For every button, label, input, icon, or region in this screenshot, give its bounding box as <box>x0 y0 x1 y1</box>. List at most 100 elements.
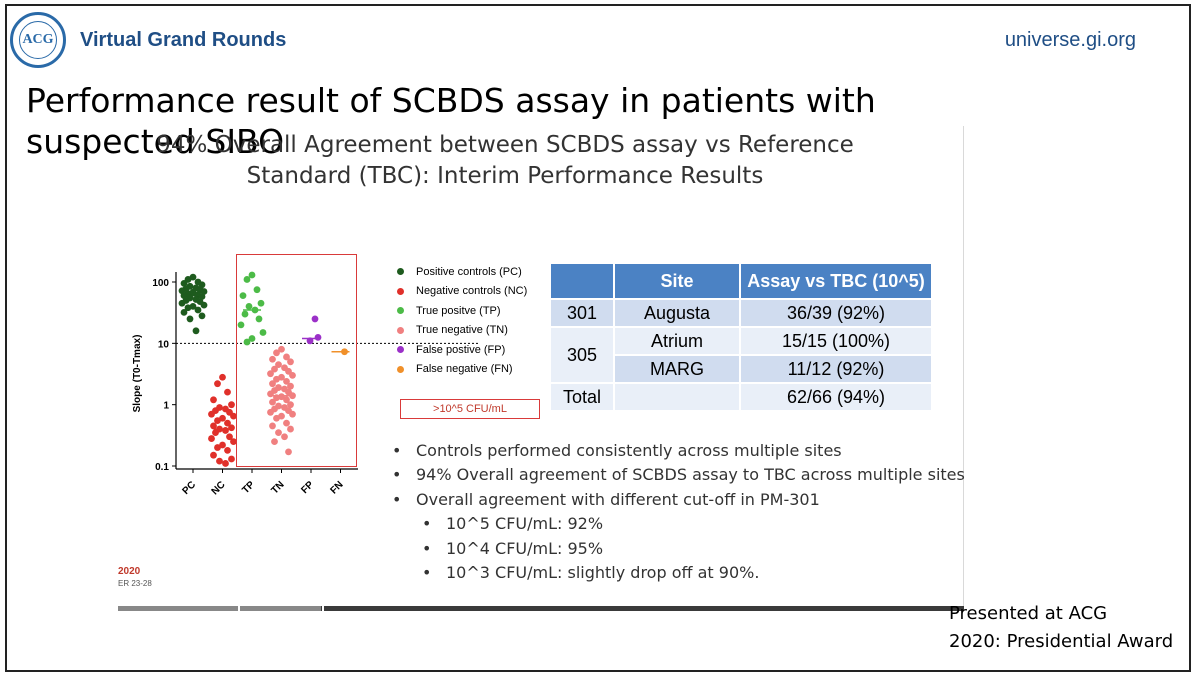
data-point <box>186 315 194 323</box>
table-header-cell: Assay vs TBC (10^5) <box>739 262 933 300</box>
data-point <box>248 335 256 342</box>
legend-label: True negative (TN) <box>416 324 508 337</box>
legend-item: True negative (TN) <box>397 321 527 341</box>
scatter-chart: 100 10 1 0.1 Slope (T0-Tmax) PC NC TP TN FP FN <box>132 271 478 497</box>
data-point <box>237 321 245 329</box>
list-item: • 10^4 CFU/mL: 95% <box>422 538 604 558</box>
data-point <box>273 375 280 383</box>
bullet-text: Controls performed consistently across m… <box>416 440 842 460</box>
legend-label: True positve (TP) <box>416 304 501 317</box>
table-header-cell: Site <box>613 262 741 300</box>
legend-swatch <box>397 268 404 276</box>
data-point <box>269 380 276 388</box>
legend-label: False negative (FN) <box>416 363 513 376</box>
table-cell: 305 <box>549 326 615 384</box>
progress-chapter-marker <box>238 605 240 612</box>
data-point <box>214 380 221 388</box>
legend-item: Negative controls (NC) <box>397 282 527 302</box>
video-progress-played <box>118 606 322 611</box>
threshold-box <box>236 254 357 467</box>
data-point <box>271 438 278 445</box>
data-point <box>281 433 288 441</box>
table-cell: Total <box>549 382 615 412</box>
table-cell: 11/12 (92%) <box>739 354 933 384</box>
bullet-list: • Controls performed consistently across … <box>392 438 965 585</box>
data-point <box>311 315 319 323</box>
data-point <box>255 315 263 323</box>
legend-item: False postive (FP) <box>397 340 527 360</box>
y-axis-label: Slope (T0-Tmax) <box>132 335 143 413</box>
data-point <box>267 370 274 378</box>
data-point <box>289 392 296 400</box>
data-point <box>180 308 188 316</box>
data-point <box>228 424 235 432</box>
bullet-text: 10^5 CFU/mL: 92% <box>446 514 604 534</box>
list-item: • 10^3 CFU/mL: slightly drop off at 90%. <box>422 563 760 583</box>
x-tick-label: PC <box>181 479 199 497</box>
data-point <box>283 419 290 427</box>
y-tick-label: 100 <box>152 278 169 289</box>
data-point <box>226 433 233 441</box>
conference-badge: 2020 ER 23-28 <box>118 566 152 590</box>
data-point <box>283 377 290 385</box>
data-point <box>259 329 267 336</box>
data-point <box>212 429 219 437</box>
data-point <box>257 299 265 307</box>
data-point <box>192 327 200 335</box>
data-point <box>219 441 226 449</box>
data-point <box>210 422 217 430</box>
list-item: • 94% Overall agreement of SCBDS assay to… <box>392 465 965 485</box>
data-point <box>245 303 253 310</box>
legend-swatch <box>397 365 404 373</box>
legend-swatch <box>397 287 404 295</box>
data-point <box>216 457 223 465</box>
x-tick-label: FP <box>299 479 316 496</box>
data-point <box>287 358 294 366</box>
table-cell <box>613 382 741 412</box>
data-point <box>210 396 217 404</box>
legend-item: False negative (FN) <box>397 360 527 380</box>
table-cell: MARG <box>613 354 741 384</box>
data-point <box>178 299 186 307</box>
legend-swatch <box>397 346 404 354</box>
slide-title: Performance result of SCBDS assay in pat… <box>26 81 876 161</box>
data-point <box>230 438 237 445</box>
data-point <box>222 460 229 467</box>
data-point <box>273 414 280 422</box>
data-point <box>208 435 215 442</box>
data-point <box>241 310 249 318</box>
data-point <box>210 451 217 459</box>
bullet-text: 10^3 CFU/mL: slightly drop off at 90%. <box>446 563 760 583</box>
data-point <box>287 401 294 409</box>
list-item: • 10^5 CFU/mL: 92% <box>422 514 604 534</box>
y-tick-label: 0.1 <box>155 462 169 473</box>
data-point <box>267 390 274 398</box>
data-point <box>180 279 188 287</box>
data-point <box>224 388 231 396</box>
data-point <box>289 410 296 418</box>
data-point <box>200 301 208 309</box>
table-header-row: Site Assay vs TBC (10^5) <box>549 262 933 300</box>
data-point <box>228 401 235 409</box>
acg-logo-text: ACG <box>19 21 57 59</box>
table-row: MARG 11/12 (92%) <box>550 354 933 384</box>
video-progress-bar[interactable] <box>118 605 964 612</box>
brand-title: Virtual Grand Rounds <box>80 29 287 51</box>
legend-swatch <box>397 307 404 315</box>
data-point <box>248 271 256 279</box>
table-row: Total 62/66 (94%) <box>549 382 933 412</box>
data-point <box>253 286 261 294</box>
footer-line: Presented at ACG <box>949 603 1108 624</box>
acg-logo: ACG <box>10 12 66 68</box>
progress-chapter-marker <box>322 605 324 612</box>
footer-line: 2020: Presidential Award <box>949 631 1174 652</box>
y-tick-label: 1 <box>163 401 169 412</box>
table-cell: Atrium <box>613 326 741 356</box>
data-point <box>214 417 221 424</box>
data-point <box>267 408 274 416</box>
data-point <box>275 361 282 369</box>
footer-note: Presented at ACG 2020: Presidential Awar… <box>949 600 1173 656</box>
data-point <box>224 446 231 454</box>
table-cell: Augusta <box>613 298 741 328</box>
results-table: Site Assay vs TBC (10^5) 301 Augusta 36/… <box>549 262 933 412</box>
